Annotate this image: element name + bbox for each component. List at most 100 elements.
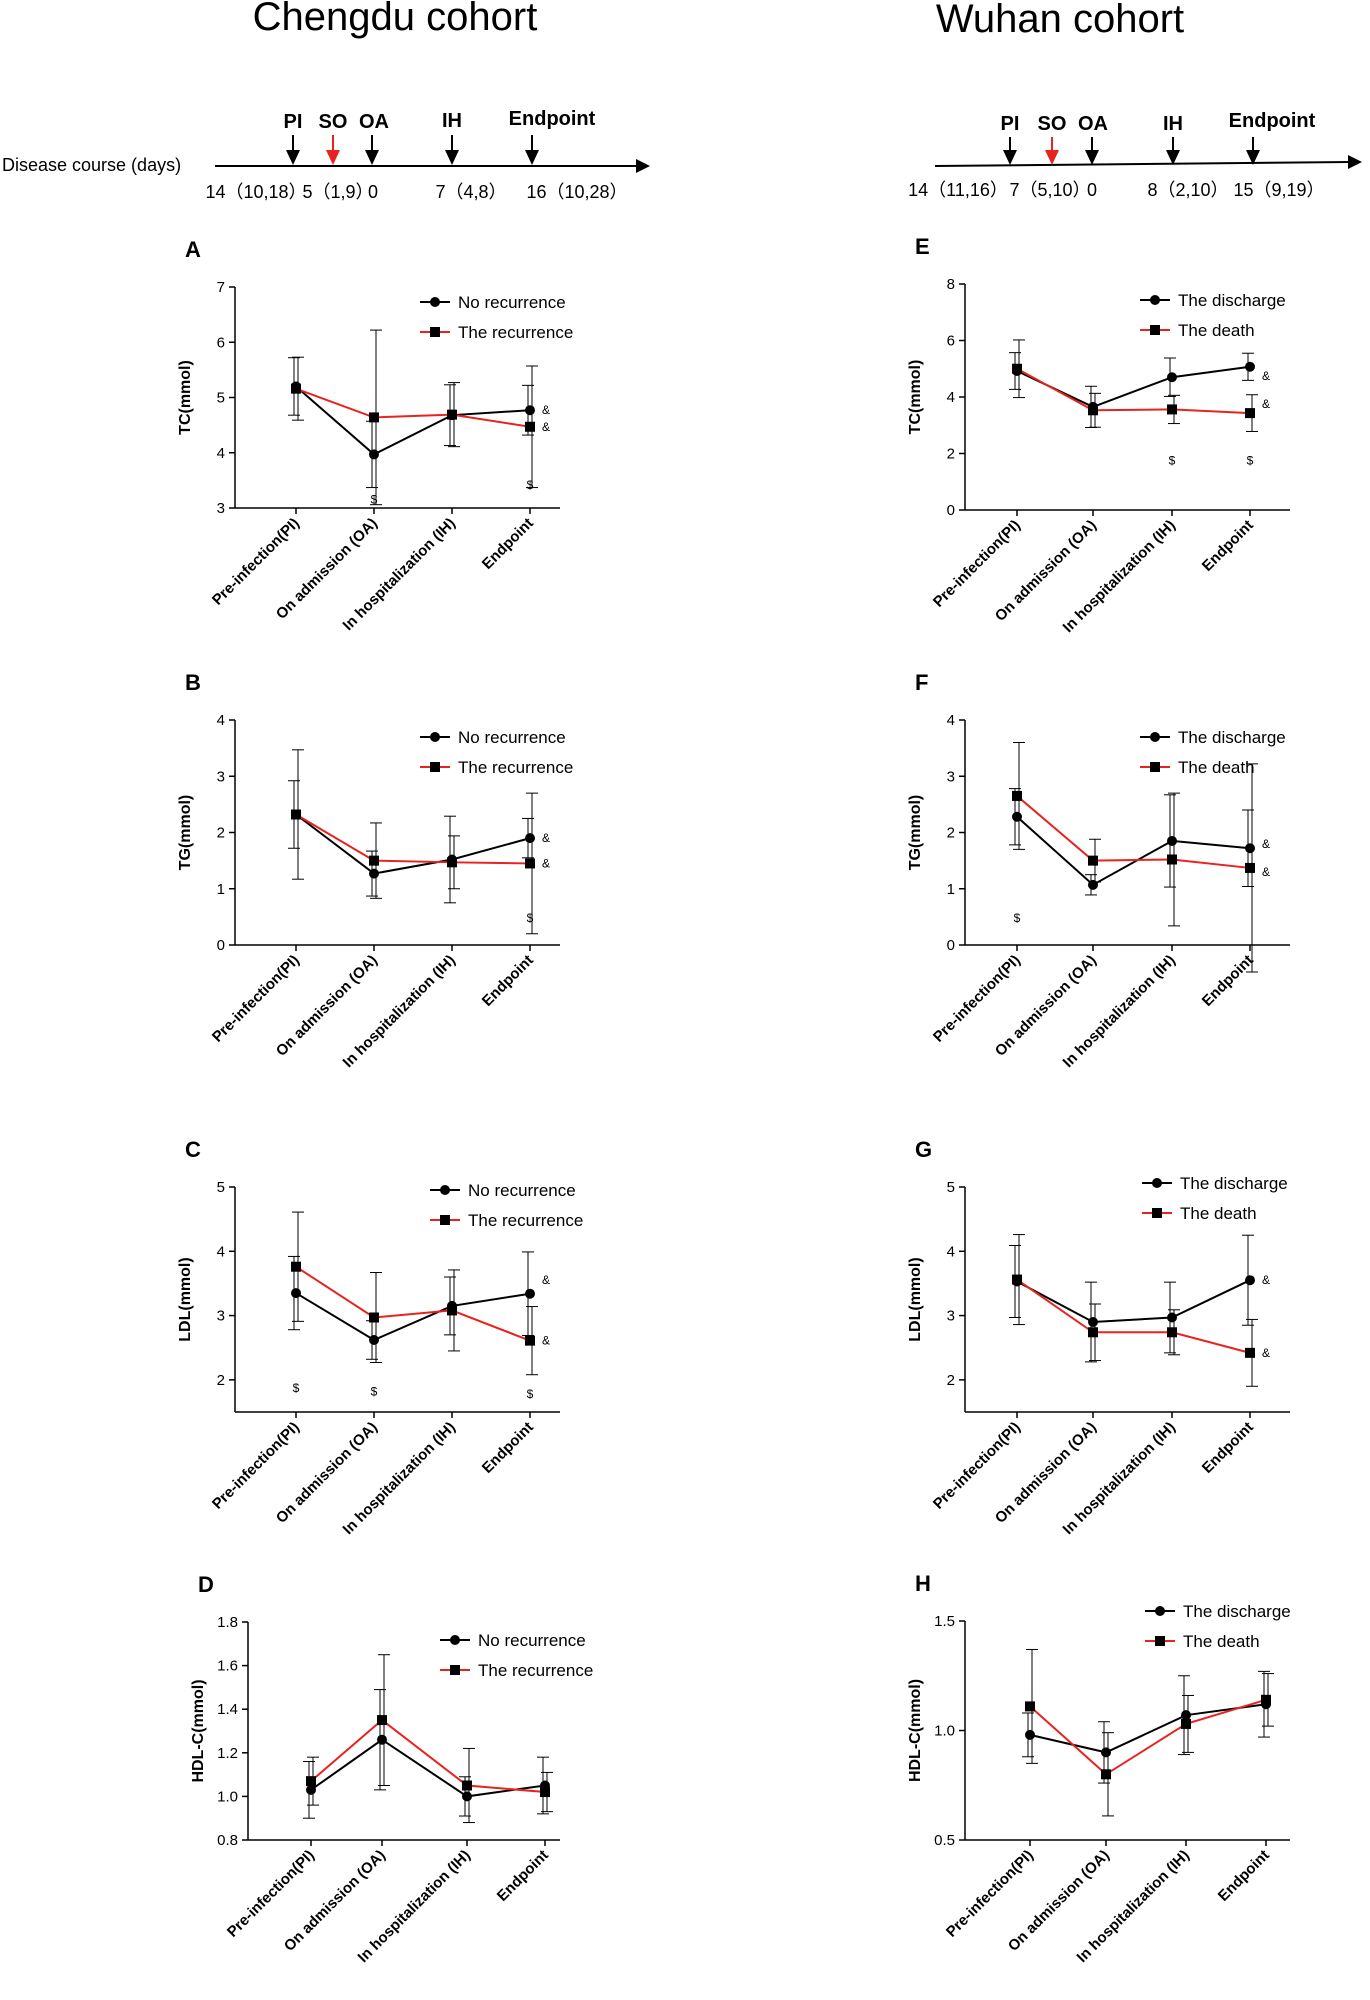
series-line [295,1292,531,1342]
data-point-circle [525,405,535,416]
series-line [295,813,531,865]
data-point-circle [1245,1275,1255,1286]
data-point-square [1181,1718,1191,1729]
x-tick-label: Endpoint [494,1847,552,1905]
timeline-interval-so: 5（1,9） [302,182,373,202]
legend-label: The death [1180,1204,1257,1223]
legend-marker-circle [450,1635,460,1645]
data-point-square [369,855,379,866]
legend-marker-square [450,1665,460,1675]
data-point-square [1261,1694,1271,1705]
panel-letter: G [915,1137,932,1162]
chengdu-cohort-title: Chengdu cohort [253,0,538,39]
series-line [1029,1698,1267,1776]
legend-label: The death [1178,758,1255,777]
y-tick-label: 0 [217,937,225,954]
timeline-interval-ih: 8（2,10） [1147,180,1228,200]
significance-marker-dollar: $ [527,911,534,925]
legend-marker-square [440,1215,450,1225]
panel-d: D0.81.01.21.41.61.8HDL-C(mmol)Pre-infect… [190,1572,593,1966]
y-tick-label: 3 [947,1308,955,1325]
y-tick-label: 3 [217,768,225,785]
timeline-marker-label-endpoint: Endpoint [1229,110,1316,132]
series-line [1029,1703,1267,1754]
y-tick-label: 1.6 [217,1658,238,1675]
significance-marker-dollar: $ [1247,454,1254,468]
y-tick-label: 1.0 [934,1723,955,1740]
panel-letter: E [915,234,930,259]
timeline-chengdu: Disease course (days) PI SO OA IH Endpoi… [2,108,650,202]
timeline-marker-label-so: SO [319,111,348,133]
x-tick-label: Endpoint [1199,517,1257,575]
timeline-marker-label-pi: PI [284,111,303,133]
data-point-square [447,1305,457,1316]
data-point-square [1088,1327,1098,1338]
data-point-square [1245,1347,1255,1358]
legend-marker-circle [1150,295,1160,305]
y-tick-label: 0 [947,937,955,954]
y-axis-title: TC(mmol) [907,360,924,435]
significance-marker-dollar: $ [527,1387,534,1401]
timeline-interval-pi: 14（11,16） [908,180,1008,200]
data-point-circle [369,868,379,879]
data-point-square [369,1312,379,1323]
data-point-square [447,857,457,868]
data-point-circle [291,1288,301,1299]
x-tick-label: Endpoint [479,1419,537,1477]
timeline-arrow-head-so [326,150,340,165]
timeline-axis-line [934,161,1351,167]
y-tick-label: 2 [947,446,955,463]
significance-marker-dollar: $ [1169,454,1176,468]
timeline-interval-endpoint: 15（9,19） [1233,180,1324,200]
y-tick-label: 2 [947,1372,955,1389]
y-tick-label: 1 [217,881,225,898]
timeline-axis-label: Disease course (days) [2,155,181,175]
series-line [310,1738,546,1798]
data-point-circle [1181,1710,1191,1721]
y-tick-label: 2 [217,1372,225,1389]
x-tick-label: Endpoint [479,515,537,573]
y-tick-label: 1.2 [217,1745,238,1762]
data-point-circle [1101,1747,1111,1758]
timeline-marker-label-pi: PI [1001,113,1020,135]
data-point-square [447,409,457,420]
y-tick-label: 1 [947,881,955,898]
y-tick-label: 8 [947,276,955,293]
data-point-circle [525,1288,535,1299]
legend-marker-circle [430,732,440,742]
series-line [1016,795,1251,869]
y-tick-label: 0 [947,502,955,519]
y-tick-label: 4 [217,712,225,729]
timeline-arrowhead [1348,155,1362,169]
legend-marker-circle [440,1185,450,1195]
y-tick-label: 2 [217,825,225,842]
data-point-circle [1167,1312,1177,1323]
legend-label: The death [1183,1632,1260,1651]
y-tick-label: 4 [217,1243,225,1260]
data-point-circle [377,1734,387,1745]
timeline-marker-label-ih: IH [442,110,462,132]
legend-label: The discharge [1183,1602,1291,1621]
y-tick-label: 7 [217,279,225,296]
data-point-square [1012,363,1022,374]
legend-marker-square [1150,762,1160,772]
timeline-interval-endpoint: 16（10,28） [526,182,627,202]
timeline-arrow-head-so [1045,150,1059,165]
y-axis-title: HDL-C(mmol) [190,1679,207,1782]
data-point-circle [1088,1317,1098,1327]
panel-letter: H [915,1571,931,1596]
data-point-square [1012,1274,1022,1285]
significance-marker-ampersand: & [542,856,550,870]
legend-marker-square [1155,1636,1165,1646]
data-point-square [1245,862,1255,873]
y-axis-title: HDL-C(mmol) [907,1679,924,1782]
significance-marker-ampersand: & [542,831,550,845]
panel-letter: A [185,237,201,262]
significance-marker-dollar: $ [371,493,378,507]
timeline-arrow-head-pi [286,150,300,165]
data-point-square [306,1776,316,1787]
y-tick-label: 4 [217,445,225,462]
data-point-square [1167,1327,1177,1338]
